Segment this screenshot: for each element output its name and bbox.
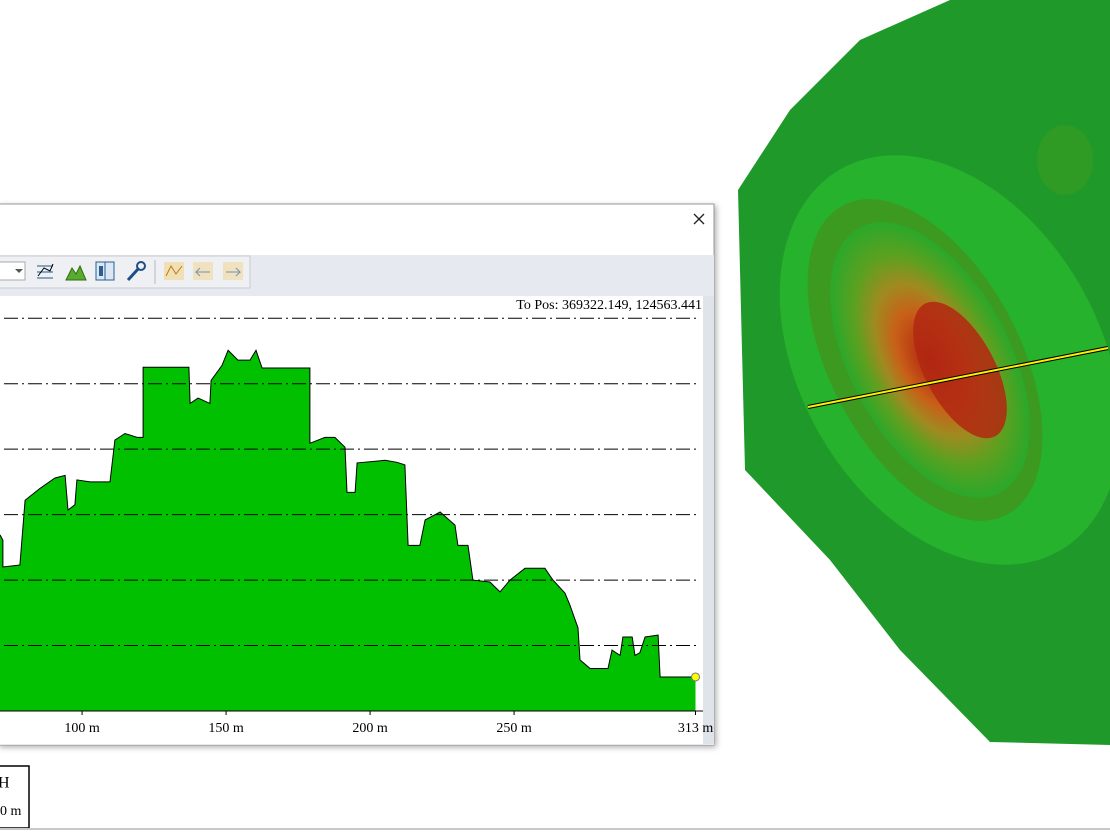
scroll-strip bbox=[703, 296, 714, 744]
tool-button[interactable] bbox=[126, 261, 146, 282]
scale-bar: H 0 m bbox=[0, 765, 30, 829]
tool-button[interactable] bbox=[164, 262, 184, 280]
profile-endpoint bbox=[691, 672, 701, 682]
x-tick-label: 100 m bbox=[64, 721, 100, 736]
profile-area bbox=[0, 350, 696, 711]
position-readout: To Pos: 369322.149, 124563.441 bbox=[516, 298, 702, 313]
tool-button[interactable] bbox=[36, 262, 54, 280]
toolbar bbox=[0, 255, 251, 289]
scale-label: H bbox=[0, 775, 10, 792]
profile-outline bbox=[0, 349, 696, 678]
map-view[interactable] bbox=[710, 0, 1110, 745]
x-tick-label: 200 m bbox=[352, 721, 388, 736]
tool-button[interactable] bbox=[193, 262, 213, 280]
scale-label: 0 m bbox=[0, 804, 22, 819]
tool-button[interactable] bbox=[65, 264, 87, 281]
x-tick-label: 150 m bbox=[208, 721, 244, 736]
tool-button[interactable] bbox=[223, 262, 243, 280]
close-button[interactable] bbox=[693, 213, 705, 225]
x-tick-label: 313 m bbox=[678, 721, 714, 736]
tool-button[interactable] bbox=[95, 261, 115, 281]
profile-chart: 100 m 150 m 200 m 250 m 313 m bbox=[0, 317, 714, 736]
x-tick-label: 250 m bbox=[496, 721, 532, 736]
dropdown[interactable] bbox=[0, 261, 26, 281]
